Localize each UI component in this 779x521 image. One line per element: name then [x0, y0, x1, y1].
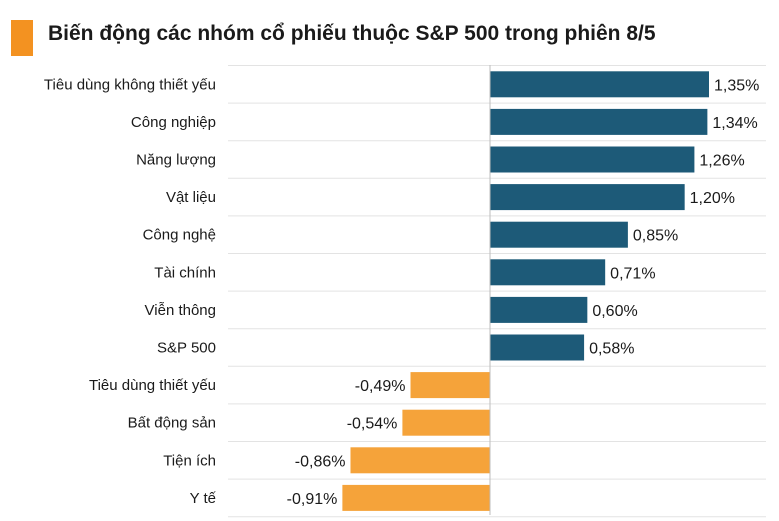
value-label: -0,54%	[347, 416, 398, 433]
category-label: Năng lượng	[136, 152, 216, 169]
category-label: Vật liệu	[166, 189, 216, 206]
category-label: Tiện ích	[163, 452, 216, 469]
title-accent-bar	[11, 20, 33, 56]
value-label: 1,26%	[699, 153, 744, 170]
value-label: -0,86%	[295, 453, 346, 470]
category-label: S&P 500	[157, 340, 216, 357]
chart-title: Biến động các nhóm cổ phiếu thuộc S&P 50…	[48, 22, 656, 45]
bar-1	[490, 108, 708, 135]
bar-4	[490, 221, 628, 248]
value-label: 1,20%	[690, 190, 735, 207]
category-label: Tài chính	[154, 264, 216, 281]
value-label: 0,58%	[589, 341, 634, 358]
bar-3	[490, 184, 685, 211]
value-label: 0,60%	[592, 303, 637, 320]
category-label: Tiêu dùng thiết yếu	[89, 377, 216, 394]
value-label: -0,91%	[287, 491, 338, 508]
category-label: Công nghệ	[143, 227, 216, 244]
bar-7	[490, 334, 585, 361]
bar-8	[410, 372, 490, 399]
category-label: Y tế	[190, 490, 217, 507]
bar-10	[350, 447, 490, 474]
value-label: 0,85%	[633, 228, 678, 245]
value-label: 0,71%	[610, 265, 655, 282]
category-label: Công nghiệp	[131, 114, 216, 131]
value-label: 1,35%	[714, 77, 759, 94]
category-label: Bất động sản	[128, 415, 216, 432]
bar-2	[490, 146, 695, 173]
bar-6	[490, 296, 588, 323]
bar-0	[490, 71, 709, 98]
bar-11	[342, 484, 490, 511]
category-label: Viễn thông	[145, 302, 216, 319]
category-label: Tiêu dùng không thiết yếu	[44, 76, 216, 93]
bar-5	[490, 259, 606, 286]
value-label: -0,49%	[355, 378, 406, 395]
value-label: 1,34%	[712, 115, 757, 132]
bar-9	[402, 409, 490, 436]
